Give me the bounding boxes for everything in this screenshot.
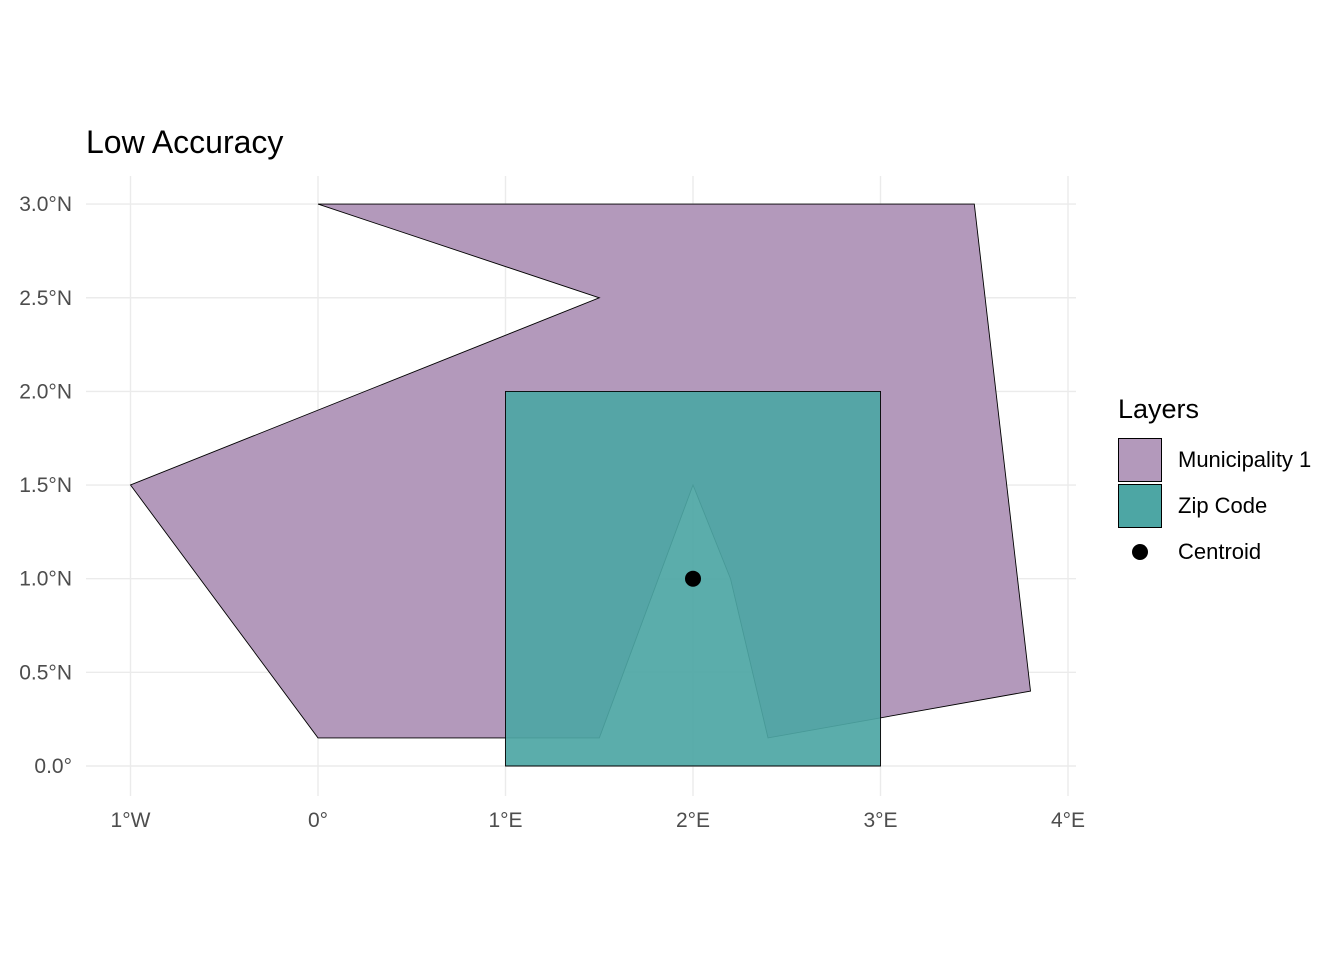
centroid-point: [685, 570, 701, 587]
legend-item-centroid: Centroid: [1118, 529, 1311, 575]
y-tick-label: 0.5°N: [19, 661, 72, 684]
x-tick-label: 2°E: [676, 809, 710, 832]
map-layers: [129, 203, 1031, 767]
y-tick-label: 2.5°N: [19, 287, 72, 310]
map-title: Low Accuracy: [86, 124, 284, 160]
x-tick-label: 3°E: [863, 809, 897, 832]
y-tick-label: 2.0°N: [19, 380, 72, 403]
x-tick-label: 1°W: [111, 809, 151, 832]
x-tick-label: 0°: [308, 809, 328, 832]
legend-key-zip-code: [1118, 484, 1162, 528]
y-tick-label: 3.0°N: [19, 193, 72, 216]
centroid-point-icon: [1132, 544, 1148, 560]
y-tick-label: 0.0°: [34, 755, 72, 778]
legend-key-centroid: [1118, 530, 1162, 574]
legend-label-zip-code: Zip Code: [1178, 493, 1268, 518]
legend-item-municipality: Municipality 1: [1118, 437, 1311, 483]
legend-key-municipality: [1118, 438, 1162, 482]
x-tick-label: 1°E: [488, 809, 522, 832]
y-tick-label: 1.5°N: [19, 474, 72, 497]
legend-item-zip-code: Zip Code: [1118, 483, 1311, 529]
x-tick-label: 4°E: [1051, 809, 1085, 832]
legend-title: Layers: [1118, 394, 1200, 424]
y-tick-label: 1.0°N: [19, 568, 72, 591]
legend-label-municipality: Municipality 1: [1178, 447, 1312, 472]
axis-tick-labels: 1°W 0° 1°E 2°E 3°E 4°E 0.0° 0.5°N 1.0°N 1.5°N 2.0°…: [19, 193, 1085, 832]
legend-label-centroid: Centroid: [1178, 539, 1262, 564]
legend: Layers Municipality 1 Zip Code Centroid: [1118, 394, 1311, 575]
